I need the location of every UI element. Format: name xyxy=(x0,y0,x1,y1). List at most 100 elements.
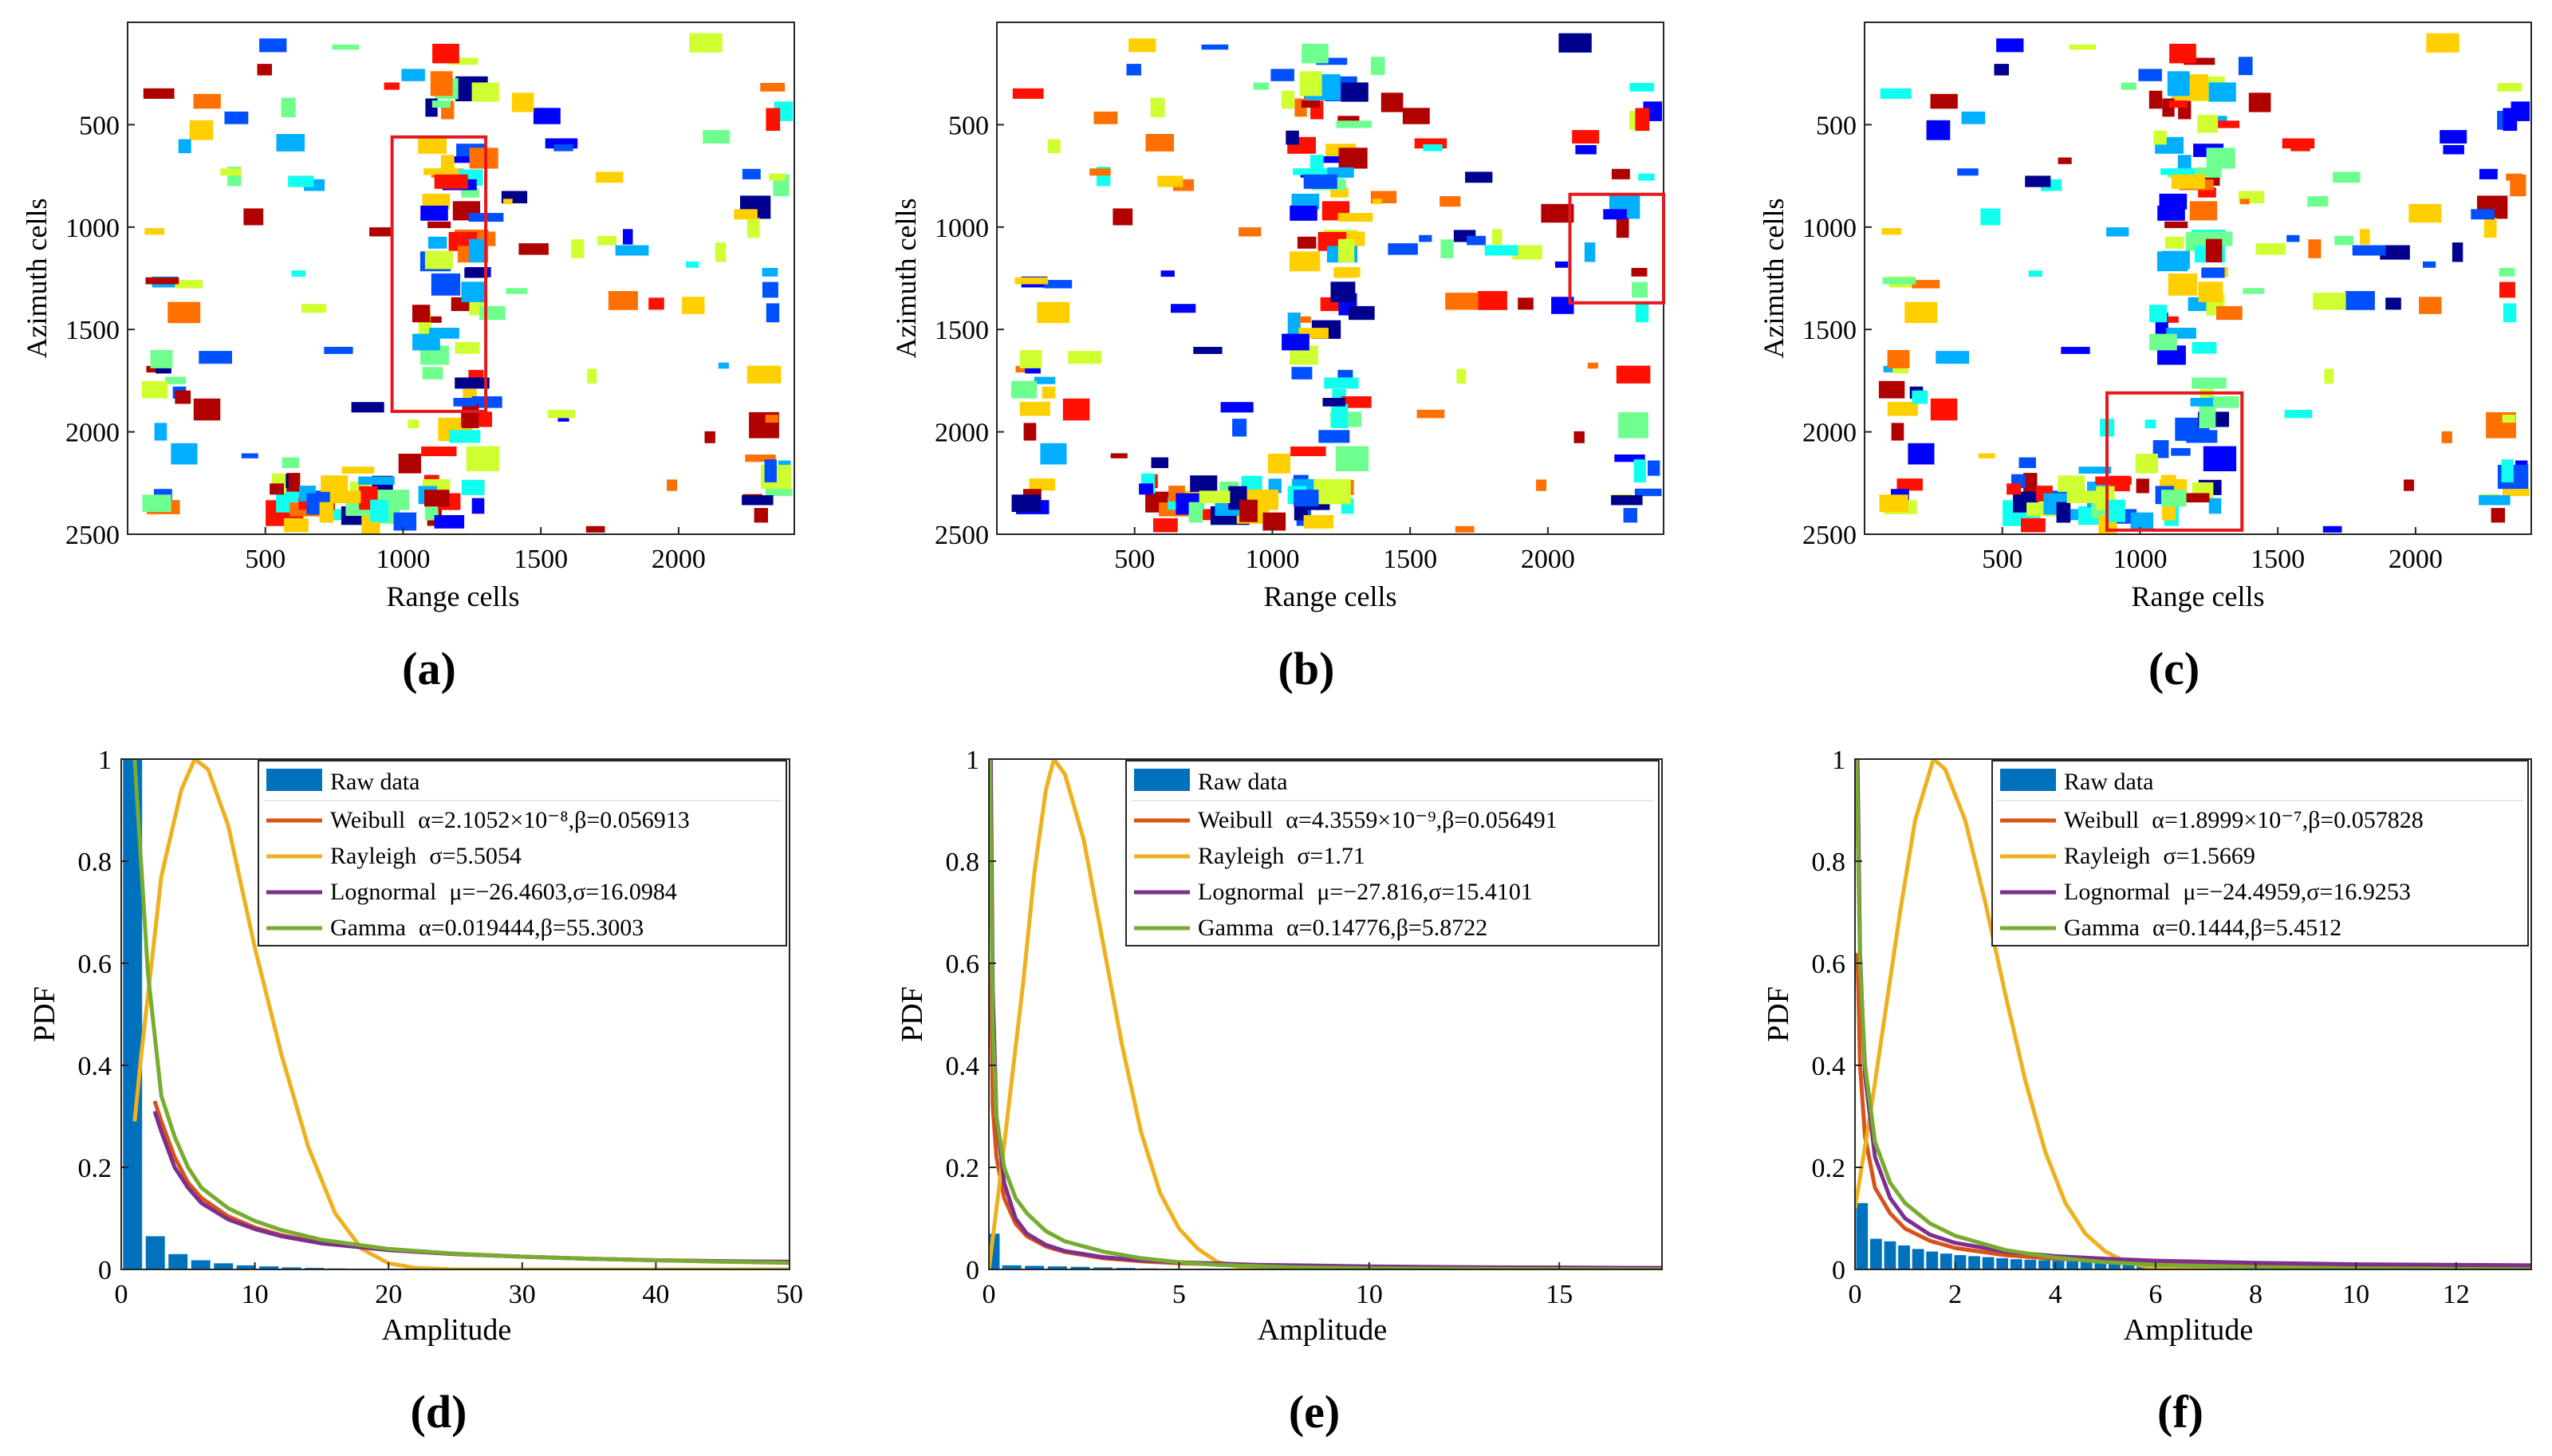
clutter-patch xyxy=(224,111,249,124)
clutter-patch xyxy=(2021,517,2046,533)
y-tick-label: 0 xyxy=(1832,1256,1845,1285)
clutter-patch xyxy=(1372,199,1382,205)
clutter-patch xyxy=(2198,281,2223,302)
clutter-patches xyxy=(141,33,794,534)
histogram-bar xyxy=(1002,1265,1022,1269)
clutter-patch xyxy=(2025,175,2051,187)
clutter-patch xyxy=(1335,446,1369,471)
clutter-patch xyxy=(1635,303,1649,323)
panel-label: (d) xyxy=(411,1386,467,1438)
clutter-patch xyxy=(1291,193,1320,210)
clutter-patch xyxy=(358,476,395,485)
clutter-patch xyxy=(2238,57,2253,76)
clutter-patch xyxy=(597,235,616,246)
plot-area xyxy=(123,759,790,1269)
legend-swatch-raw xyxy=(1134,769,1190,791)
panel-label: (a) xyxy=(402,643,456,695)
clutter-patch xyxy=(1290,447,1326,457)
clutter-patch xyxy=(686,261,699,268)
clutter-patch xyxy=(1930,398,1958,421)
x-axis-label: Amplitude xyxy=(1258,1313,1388,1347)
clutter-patch xyxy=(1926,120,1951,140)
clutter-patch xyxy=(718,362,729,369)
clutter-patch xyxy=(2186,430,2218,443)
clutter-patch xyxy=(1536,479,1546,491)
legend-entry-lognormal: Lognormal μ=−27.816,σ=15.4101 xyxy=(1198,879,1533,905)
clutter-patch xyxy=(2066,490,2098,503)
clutter-patch xyxy=(1294,490,1319,507)
histogram-bar xyxy=(145,1236,165,1269)
clutter-patch xyxy=(468,238,486,262)
x-tick-label: 30 xyxy=(509,1280,536,1309)
clutter-patch xyxy=(1957,168,1979,176)
clutter-patch xyxy=(1093,111,1118,124)
clutter-patch xyxy=(1300,316,1311,323)
clutter-patch xyxy=(1270,69,1294,81)
clutter-patch xyxy=(1341,82,1369,102)
clutter-patch xyxy=(1171,304,1196,313)
legend-entry-gamma: Gamma α=0.019444,β=55.3003 xyxy=(330,915,644,941)
x-tick-label: 1000 xyxy=(1245,545,1299,574)
clutter-patch xyxy=(2205,238,2223,262)
x-tick-label: 2000 xyxy=(652,545,706,574)
clutter-patch xyxy=(2322,525,2342,533)
clutter-patch xyxy=(2471,209,2495,220)
histogram-bar xyxy=(1940,1253,1952,1269)
legend-series-params: σ=1.5669 xyxy=(2163,843,2255,869)
legend-entry-weibull: Weibull α=4.3559×10⁻⁹,β=0.056491 xyxy=(1198,807,1558,833)
x-tick-label: 2000 xyxy=(2389,545,2443,574)
clutter-patch xyxy=(1370,57,1385,76)
clutter-patch xyxy=(1551,297,1574,314)
clutter-patch xyxy=(1047,139,1061,154)
clutter-patch xyxy=(220,168,242,176)
clutter-patch xyxy=(329,490,361,503)
y-tick-label: 1000 xyxy=(935,214,989,243)
clutter-patch xyxy=(1303,515,1334,529)
clutter-patch xyxy=(596,171,624,183)
clutter-patch xyxy=(432,43,459,64)
x-axis-label: Range cells xyxy=(1264,580,1397,612)
clutter-patch xyxy=(2208,82,2236,102)
histogram-bar xyxy=(259,1266,279,1269)
clutter-patch xyxy=(1322,398,1345,407)
panel-label: (c) xyxy=(2148,643,2200,695)
clutter-patch xyxy=(384,82,400,90)
clutter-patch xyxy=(464,267,488,278)
clutter-patch xyxy=(1936,351,1969,364)
x-tick-label: 20 xyxy=(375,1280,402,1309)
clutter-patch xyxy=(2159,193,2188,210)
clutter-patch xyxy=(715,242,727,262)
clutter-patch xyxy=(1220,402,1254,413)
x-tick-label: 6 xyxy=(2148,1280,2162,1309)
y-tick-label: 1500 xyxy=(65,316,120,345)
clutter-patch xyxy=(1631,268,1648,277)
pdf-fit-panel-f: 0 2 4 6 8 10 12 0 0.2 0.4 0.6 0.8 1 Amplitude PDF Raw d… xyxy=(1762,746,2532,1438)
clutter-patch xyxy=(1302,43,1329,64)
y-axis-label: Azimuth cells xyxy=(890,199,922,359)
clutter-patch xyxy=(447,57,478,65)
clutter-patch xyxy=(144,228,165,235)
clutter-patch xyxy=(2149,305,2168,323)
clutter-patch xyxy=(2138,69,2162,81)
clutter-patch xyxy=(1880,88,1912,99)
legend-series-name: Rayleigh xyxy=(1198,843,1284,869)
y-tick-label: 500 xyxy=(948,111,989,140)
clutter-patch xyxy=(189,120,214,140)
clutter-patch xyxy=(1632,281,1648,298)
clutter-patch xyxy=(2152,440,2169,458)
clutter-patch xyxy=(142,494,171,512)
clutter-patch xyxy=(1337,116,1360,124)
x-axis-label: Range cells xyxy=(387,580,520,612)
clutter-patch xyxy=(1492,229,1502,245)
legend-series-name: Gamma xyxy=(2064,915,2140,941)
clutter-patch xyxy=(393,512,417,531)
clutter-patch xyxy=(434,515,465,529)
clutter-patch xyxy=(2499,268,2515,277)
histogram-bar xyxy=(2122,1262,2135,1269)
clutter-patch xyxy=(2135,454,2158,474)
clutter-patches xyxy=(1010,33,1663,533)
clutter-patch xyxy=(682,297,705,314)
clutter-patch xyxy=(1338,148,1368,169)
histogram-bar xyxy=(1968,1256,1980,1269)
clutter-patch xyxy=(765,415,779,423)
